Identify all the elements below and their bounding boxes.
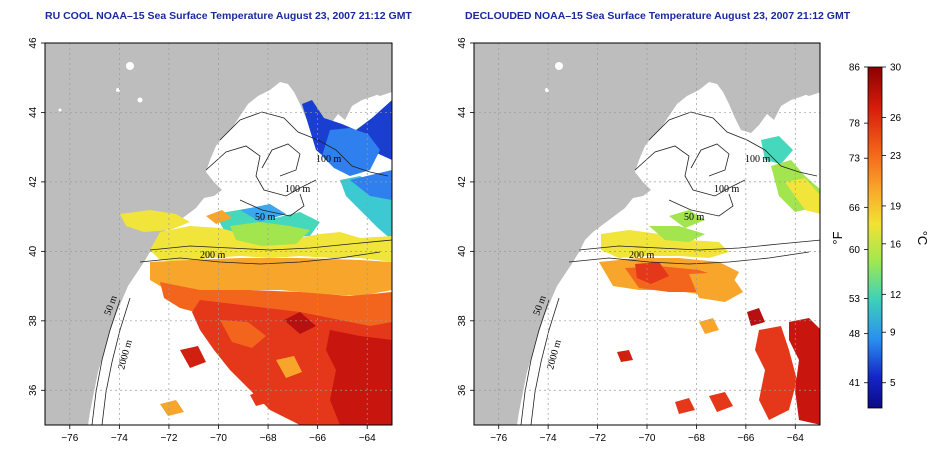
contour-label-50m-a: 50 m [684,212,705,223]
lat-tick-label: 40 [28,245,39,257]
lat-tick-label: 40 [457,245,468,257]
colorbar-f-label: 73 [849,154,861,165]
right-map-panel: 100 m 50 m 100 m 200 m 50 m 2000 m −76 −7… [457,37,821,444]
bathymetry-contours [520,111,820,425]
lon-tick-label: −74 [111,433,128,444]
colorbar-f-label: 66 [849,203,861,214]
land-nova-scotia [332,62,392,114]
lon-tick-label: −72 [589,433,606,444]
contour-label-100m-b: 100 m [714,184,740,195]
gridlines [45,42,392,425]
colorbar-f-label: 78 [849,119,861,130]
contour-label-200m: 200 m [200,250,226,261]
lat-tick-label: 44 [457,106,468,118]
lon-tick-label: −66 [737,433,754,444]
panel-title-right: DECLOUDED NOAA–15 Sea Surface Temperatur… [465,10,851,22]
lon-tick-label: −64 [787,433,804,444]
panel-title-left: RU COOL NOAA–15 Sea Surface Temperature … [45,10,412,22]
sst-field-declouded [599,136,820,425]
lat-tick-label: 36 [28,384,39,396]
colorbar-c-label: 9 [890,328,896,339]
contour-label-100m-a: 100 m [745,154,771,165]
colorbar-c-label: 5 [890,378,896,389]
lon-tick-label: −66 [309,433,326,444]
celsius-label: °C [915,231,930,246]
colorbar-c-label: 23 [890,151,902,162]
lon-tick-label: −70 [210,433,227,444]
fahrenheit-label: °F [830,231,845,244]
contour-label-50m-a: 50 m [255,212,276,223]
lat-tick-label: 46 [457,37,468,49]
gridlines [474,42,820,425]
lat-tick-label: 42 [28,176,39,188]
land-nova-scotia [761,62,820,114]
lat-tick-label: 42 [457,176,468,188]
contour-label-200m: 200 m [629,250,655,261]
lat-tick-label: 44 [28,106,39,118]
left-map-panel: 100 m 50 m 100 m 200 m 50 m 2000 m −76 −7… [28,37,393,444]
colorbar-ramp [867,66,883,409]
lon-tick-label: −64 [359,433,376,444]
colorbar-f-label: 48 [849,329,861,340]
colorbar-f-label: 60 [849,245,861,256]
contour-label-100m-a: 100 m [316,154,342,165]
colorbar-c-label: 30 [890,63,902,74]
axis-ticks: −76 −74 −72 −70 −68 −66 −64 46 44 42 40 38 36 [457,37,804,444]
land-mass [474,43,820,425]
colorbar-f-label: 41 [849,378,861,389]
contour-label-100m-b: 100 m [285,184,311,195]
colorbar-c-label: 16 [890,239,902,250]
colorbar-c-label: 19 [890,201,902,212]
lon-tick-label: −74 [540,433,557,444]
lat-tick-label: 38 [457,315,468,327]
bathymetry-contours [91,111,392,425]
lat-tick-label: 46 [28,37,39,49]
lat-tick-label: 38 [28,315,39,327]
colorbar-f-label: 86 [849,63,861,74]
colorbar-f-label: 53 [849,294,861,305]
lon-tick-label: −70 [639,433,656,444]
lon-tick-label: −76 [490,433,507,444]
colorbar-c-label: 26 [890,113,902,124]
lon-tick-label: −72 [160,433,177,444]
temperature-colorbar: 86 78 73 66 60 53 48 41 30 26 23 19 16 12 9 5 °F °C [830,63,930,409]
axis-ticks: −76 −74 −72 −70 −68 −66 −64 46 44 42 40 38 36 [28,37,376,444]
colorbar-c-label: 12 [890,290,902,301]
lon-tick-label: −76 [61,433,78,444]
lat-tick-label: 36 [457,384,468,396]
lon-tick-label: −68 [688,433,705,444]
lon-tick-label: −68 [260,433,277,444]
land-mass [45,43,392,425]
sst-field [120,100,392,425]
